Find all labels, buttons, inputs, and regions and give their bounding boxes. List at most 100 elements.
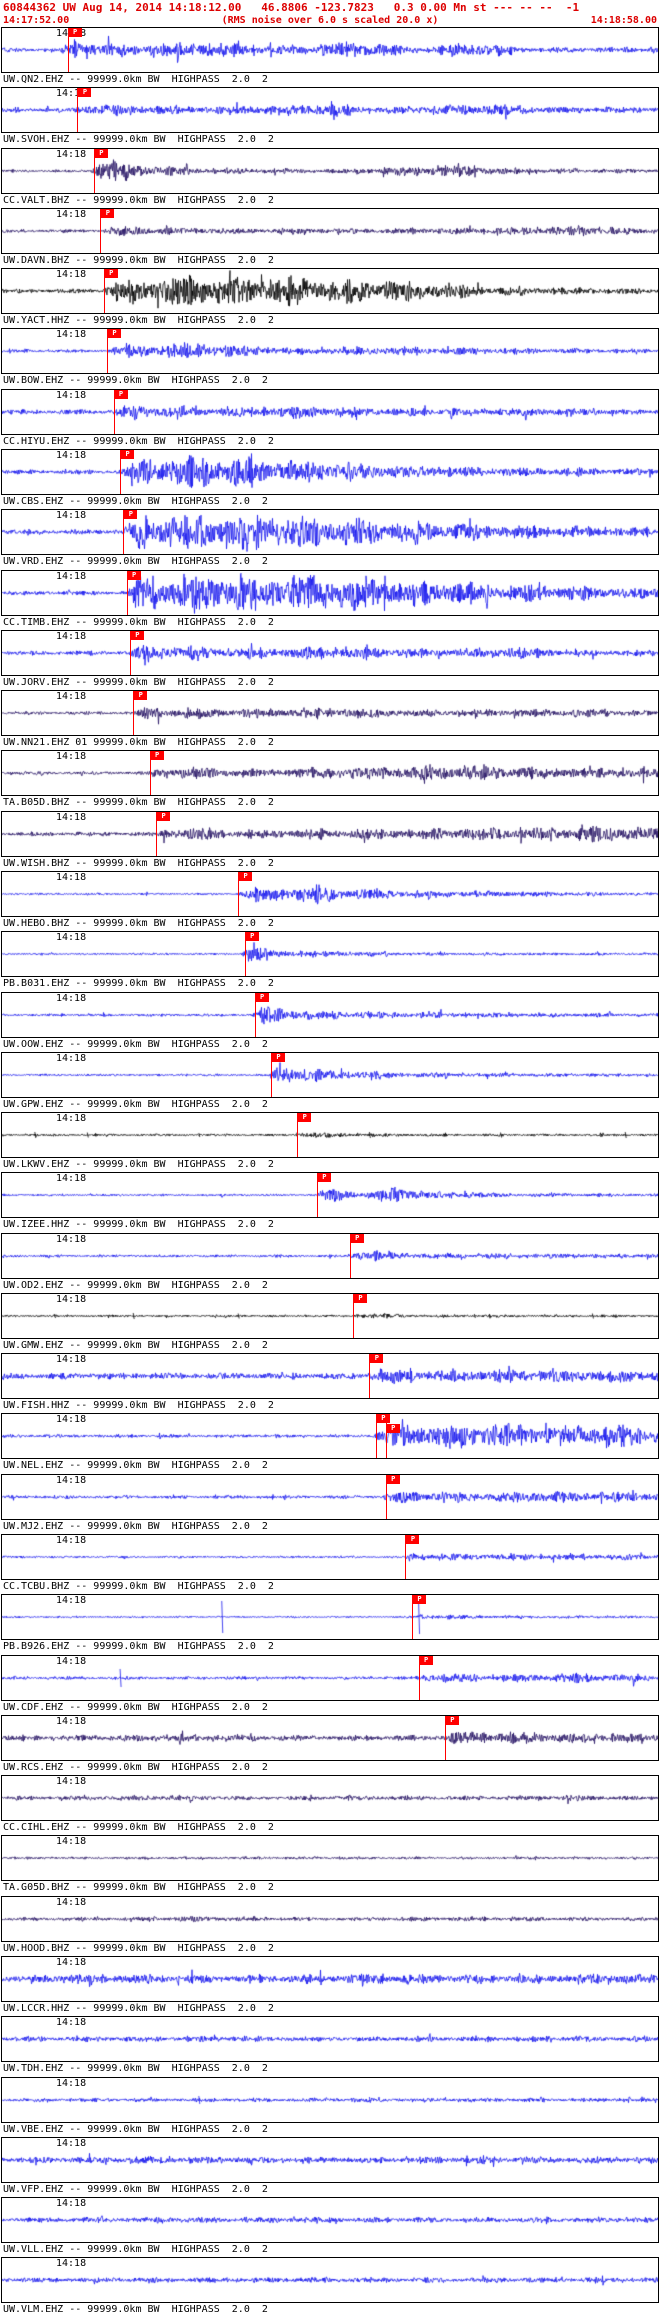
p-pick-marker[interactable]: P [297, 1113, 313, 1158]
p-pick-marker[interactable]: P [270, 1052, 287, 1097]
waveform-canvas[interactable] [2, 1052, 658, 1097]
p-pick-marker[interactable]: P [133, 691, 149, 736]
p-pick-marker[interactable]: P [129, 630, 146, 675]
pick-flag-icon[interactable]: P [114, 389, 128, 399]
waveform-box[interactable]: 14:18 P [1, 629, 659, 676]
pick-flag-icon[interactable]: P [104, 269, 118, 279]
p-pick-marker[interactable]: P [77, 88, 93, 133]
waveform-box[interactable]: 14:18 P [1, 810, 659, 857]
pick-flag-icon[interactable]: P [127, 570, 141, 580]
pick-flag-icon[interactable]: P [271, 1052, 285, 1062]
p-pick-marker[interactable]: P [156, 811, 172, 856]
p-pick-marker[interactable]: P [244, 932, 261, 977]
pick-flag-icon[interactable]: P [353, 1293, 367, 1303]
waveform-canvas[interactable] [2, 389, 658, 434]
waveform-box[interactable]: 14:18 [1, 1835, 659, 1882]
waveform-box[interactable]: 14:18 [1, 2016, 659, 2063]
waveform-canvas[interactable] [2, 1655, 658, 1700]
p-pick-marker[interactable]: P [369, 1354, 385, 1399]
waveform-box[interactable]: 14:18 P [1, 1292, 659, 1339]
waveform-canvas[interactable] [2, 630, 658, 675]
pick-flag-icon[interactable]: P [157, 811, 171, 821]
waveform-box[interactable]: 14:18 P [1, 1534, 659, 1581]
waveform-box[interactable]: 14:18 P [1, 268, 659, 315]
p-pick-marker[interactable]: P [375, 1414, 392, 1459]
waveform-box[interactable]: 14:18 P [1, 1353, 659, 1400]
pick-flag-icon[interactable]: P [239, 871, 253, 881]
waveform-canvas[interactable] [2, 1715, 658, 1760]
waveform-canvas[interactable] [2, 2137, 658, 2182]
p-pick-marker[interactable]: P [349, 1233, 366, 1278]
waveform-box[interactable]: 14:18 [1, 1775, 659, 1822]
waveform-box[interactable]: 14:18 [1, 2257, 659, 2304]
p-pick-marker[interactable]: P [106, 329, 123, 374]
waveform-box[interactable]: 14:18 P [1, 870, 659, 917]
waveform-canvas[interactable] [2, 88, 658, 133]
p-pick-marker[interactable]: P [352, 1293, 369, 1338]
waveform-box[interactable]: 14:18 P [1, 1473, 659, 1520]
waveform-canvas[interactable] [2, 932, 658, 977]
waveform-box[interactable]: 14:18 P [1, 147, 659, 194]
waveform-canvas[interactable] [2, 2017, 658, 2062]
waveform-box[interactable]: 14:18 P [1, 1232, 659, 1279]
p-pick-marker[interactable]: P [149, 751, 166, 796]
waveform-box[interactable]: 14:18 [1, 2076, 659, 2123]
pick-flag-icon[interactable]: P [317, 1173, 331, 1183]
waveform-canvas[interactable] [2, 1474, 658, 1519]
p-pick-marker[interactable]: P [418, 1655, 435, 1700]
waveform-box[interactable]: 14:18 P [1, 1594, 659, 1641]
p-pick-marker[interactable]: P [120, 449, 136, 494]
pick-flag-icon[interactable]: P [298, 1113, 312, 1123]
p-pick-marker[interactable]: P [103, 269, 120, 314]
waveform-box[interactable]: 14:18 P [1, 388, 659, 435]
p-pick-marker[interactable]: P [412, 1595, 428, 1640]
waveform-box[interactable]: 14:18 P [1, 509, 659, 556]
waveform-canvas[interactable] [2, 329, 658, 374]
pick-flag-icon[interactable]: P [134, 691, 148, 701]
waveform-box[interactable]: 14:18 P [1, 690, 659, 737]
pick-flag-icon[interactable]: P [413, 1595, 426, 1605]
p-pick-marker[interactable]: P [113, 389, 130, 434]
waveform-box[interactable]: 14:18 P [1, 1654, 659, 1701]
waveform-box[interactable]: 14:18 P [1, 448, 659, 495]
waveform-box[interactable]: 14:18 P [1, 27, 659, 73]
waveform-canvas[interactable] [2, 1776, 658, 1821]
waveform-canvas[interactable] [2, 871, 658, 916]
p-pick-marker[interactable]: P [93, 148, 110, 193]
pick-flag-icon[interactable]: P [68, 28, 82, 37]
pick-flag-icon[interactable]: P [445, 1715, 459, 1725]
waveform-box[interactable]: 14:18 P [1, 1051, 659, 1098]
p-pick-marker[interactable]: P [385, 1414, 402, 1459]
waveform-canvas[interactable] [2, 449, 658, 494]
waveform-box[interactable]: 14:18 [1, 2197, 659, 2244]
pick-flag-icon[interactable]: P [78, 88, 92, 98]
waveform-canvas[interactable] [2, 510, 658, 555]
pick-flag-icon[interactable]: P [101, 208, 115, 218]
waveform-canvas[interactable] [2, 1293, 658, 1338]
waveform-canvas[interactable] [2, 1414, 658, 1459]
pick-flag-icon[interactable]: P [245, 932, 259, 942]
waveform-canvas[interactable] [2, 269, 658, 314]
pick-flag-icon[interactable]: P [386, 1424, 400, 1434]
waveform-box[interactable]: 14:18 P [1, 1112, 659, 1159]
pick-flag-icon[interactable]: P [255, 992, 269, 1002]
pick-flag-icon[interactable]: P [124, 510, 138, 520]
waveform-canvas[interactable] [2, 1595, 658, 1640]
pick-flag-icon[interactable]: P [350, 1233, 364, 1243]
waveform-box[interactable]: 14:18 [1, 2136, 659, 2183]
p-pick-marker[interactable]: P [67, 28, 84, 72]
pick-flag-icon[interactable]: P [130, 630, 144, 640]
waveform-canvas[interactable] [2, 1896, 658, 1941]
waveform-box[interactable]: 14:18 P [1, 87, 659, 134]
p-pick-marker[interactable]: P [316, 1173, 333, 1218]
p-pick-marker[interactable]: P [238, 871, 254, 916]
waveform-canvas[interactable] [2, 2198, 658, 2243]
pick-flag-icon[interactable]: P [107, 329, 121, 339]
waveform-box[interactable]: 14:18 P [1, 1714, 659, 1761]
p-pick-marker[interactable]: P [385, 1474, 402, 1519]
waveform-box[interactable]: 14:18 P [1, 750, 659, 797]
p-pick-marker[interactable]: P [123, 510, 139, 555]
pick-flag-icon[interactable]: P [406, 1535, 420, 1545]
pick-flag-icon[interactable]: P [150, 751, 164, 761]
